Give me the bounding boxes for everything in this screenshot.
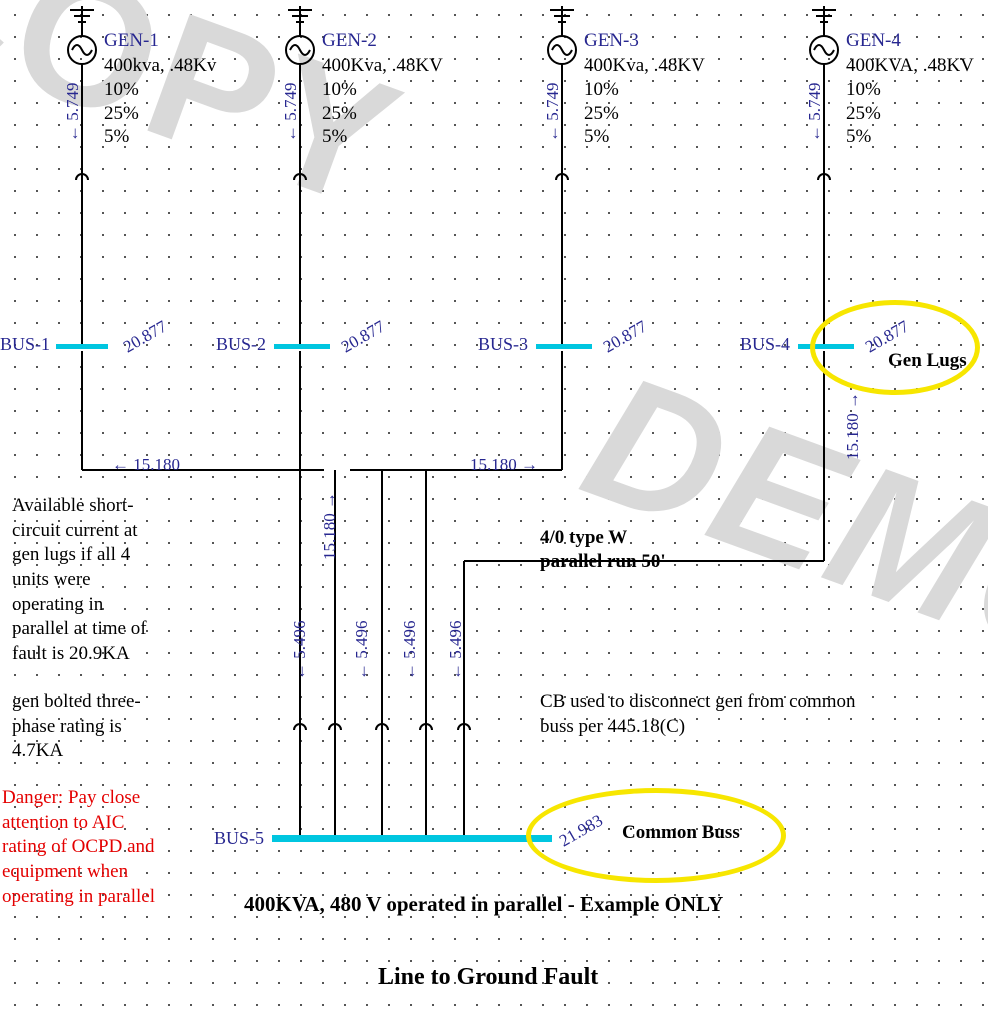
gen-symbol-2	[286, 6, 314, 346]
gen-2-label: GEN-2	[322, 30, 377, 52]
gen2-drop-val: ← 5.749	[281, 83, 301, 143]
feed1-val: ← 5.496	[290, 621, 310, 681]
gen-2-specs: 400Kva, .48KV 10% 25% 5%	[322, 54, 443, 149]
ann-cable: 4/0 type W parallel run 50'	[540, 526, 666, 574]
bus-4-label: BUS-4	[740, 334, 790, 355]
gen-symbol-1	[68, 6, 96, 346]
gen-3-specs: 400Kva, .48KV 10% 25% 5%	[584, 54, 705, 149]
feed3-val: ← 5.496	[400, 621, 420, 681]
gen4-drop-val: ← 5.749	[805, 83, 825, 143]
title-parallel: 400KVA, 480 V operated in parallel - Exa…	[244, 892, 723, 917]
ann-short-circuit: Available short- circuit current at gen …	[12, 494, 147, 667]
gen-1-specs: 400kva, .48Kv 10% 25% 5%	[104, 54, 216, 149]
busbar-3	[536, 344, 592, 349]
callout-gen-lugs: Gen Lugs	[888, 350, 967, 372]
bus2-mid-val: 15.180 →	[320, 492, 340, 560]
bus-1-label: BUS-1	[0, 334, 50, 355]
ann-bolted: gen bolted three- phase rating is 4.7KA	[12, 690, 141, 764]
gen-symbol-4	[810, 6, 838, 346]
gen-4-specs: 400KVA, .48KV 10% 25% 5%	[846, 54, 974, 149]
h-right-val: 15.180 →	[470, 455, 538, 475]
ann-cb: CB used to disconnect gen from common bu…	[540, 690, 856, 739]
busbar-5	[272, 835, 552, 842]
feed2-val: ← 5.496	[352, 621, 372, 681]
busbar-1	[56, 344, 108, 349]
busbar-2	[274, 344, 330, 349]
bus-2-label: BUS-2	[216, 334, 266, 355]
feed4-val: ← 5.496	[446, 621, 466, 681]
ann-danger: Danger: Pay close attention to AIC ratin…	[2, 786, 155, 909]
gen1-drop-val: ← 5.749	[63, 83, 83, 143]
bus-5-label: BUS-5	[214, 828, 264, 849]
h-left-val: ← 15.180	[112, 455, 180, 475]
gen-4-label: GEN-4	[846, 30, 901, 52]
gen3-drop-val: ← 5.749	[543, 83, 563, 143]
gen-symbol-3	[548, 6, 576, 346]
title-main: Line to Ground Fault	[378, 964, 598, 991]
callout-gen-lugs-ellipse	[810, 300, 980, 395]
bus4-mid-val: 15.180 →	[843, 392, 863, 460]
bus-3-label: BUS-3	[478, 334, 528, 355]
gen-1-label: GEN-1	[104, 30, 159, 52]
gen-3-label: GEN-3	[584, 30, 639, 52]
callout-common-buss: Common Buss	[622, 822, 740, 844]
